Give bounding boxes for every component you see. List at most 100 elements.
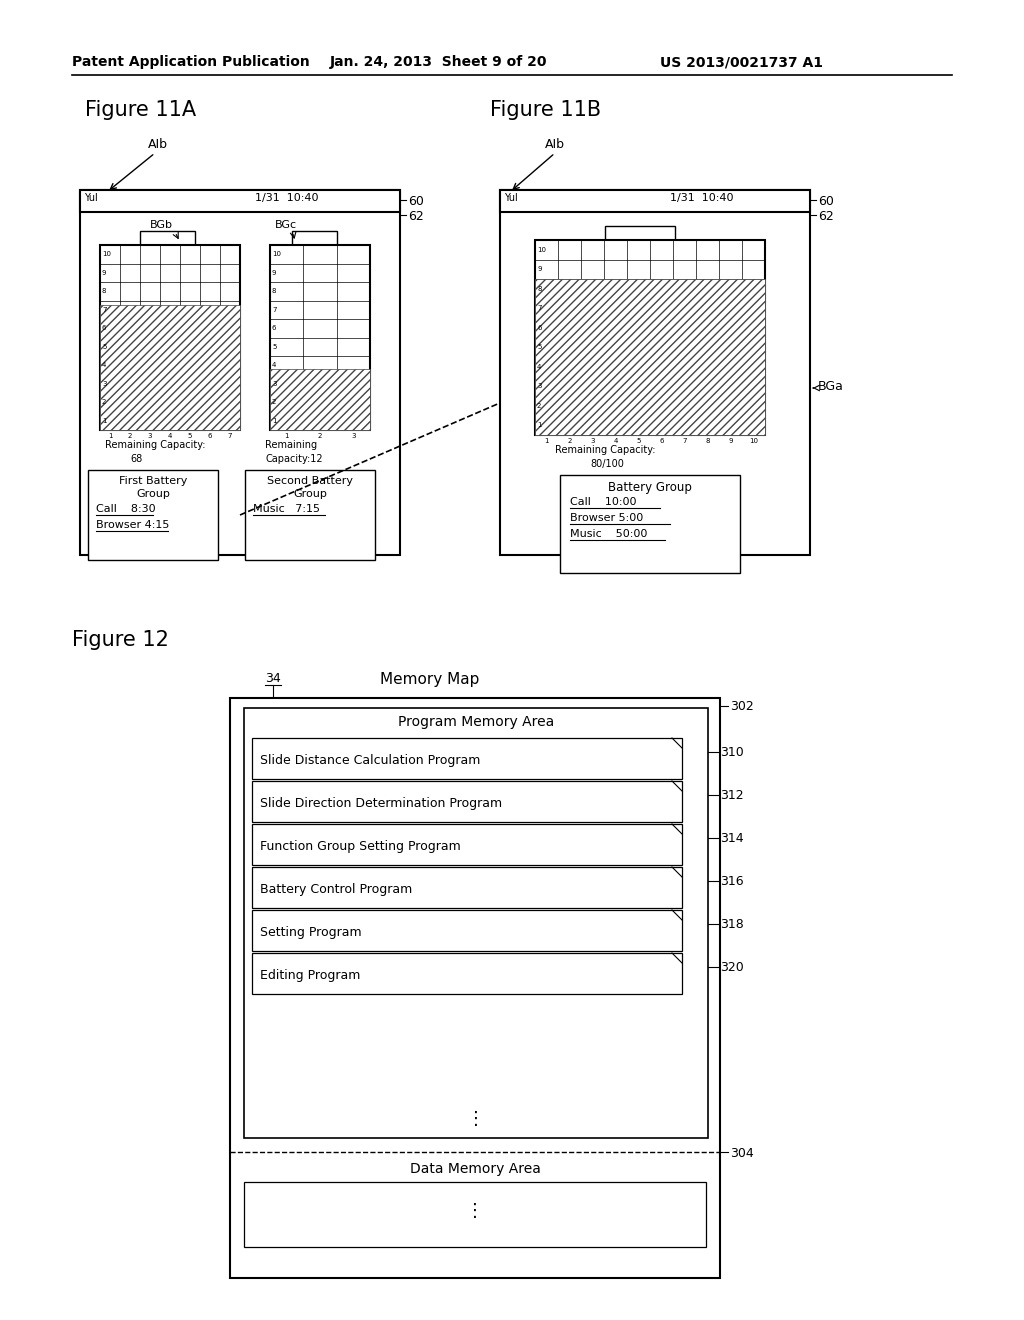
Text: 5: 5 <box>537 345 542 350</box>
Text: Remaining Capacity:: Remaining Capacity: <box>555 445 655 455</box>
Text: 8: 8 <box>272 288 276 294</box>
Text: 304: 304 <box>730 1147 754 1160</box>
Text: 8: 8 <box>537 285 542 292</box>
Text: Remaining Capacity:: Remaining Capacity: <box>105 440 206 450</box>
Bar <box>270 370 370 430</box>
Text: 9: 9 <box>728 438 733 444</box>
Text: 6: 6 <box>659 438 664 444</box>
Text: Browser 4:15: Browser 4:15 <box>96 520 169 531</box>
Text: Group: Group <box>293 488 327 499</box>
Text: 1: 1 <box>544 438 549 444</box>
Bar <box>245 470 375 560</box>
Bar <box>80 190 400 213</box>
Text: Setting Program: Setting Program <box>260 927 361 939</box>
Text: Second Battery: Second Battery <box>267 477 353 486</box>
Text: 5: 5 <box>636 438 641 444</box>
Text: 1: 1 <box>537 422 542 428</box>
Text: 80/100: 80/100 <box>590 459 624 469</box>
Text: Data Memory Area: Data Memory Area <box>410 1162 541 1176</box>
Text: AIb: AIb <box>545 139 565 150</box>
Text: Figure 12: Figure 12 <box>72 630 169 649</box>
Text: First Battery: First Battery <box>119 477 187 486</box>
Text: Figure 11B: Figure 11B <box>490 100 601 120</box>
Text: US 2013/0021737 A1: US 2013/0021737 A1 <box>660 55 823 69</box>
Text: 5: 5 <box>272 343 276 350</box>
Bar <box>252 867 682 908</box>
Text: 62: 62 <box>408 210 424 223</box>
Bar <box>252 909 682 950</box>
Bar <box>605 226 675 240</box>
Text: 3: 3 <box>590 438 595 444</box>
Text: Function Group Setting Program: Function Group Setting Program <box>260 840 461 853</box>
Bar <box>244 1181 706 1247</box>
Bar <box>535 279 765 436</box>
Bar <box>270 246 370 430</box>
Text: 4: 4 <box>613 438 617 444</box>
Text: BGc: BGc <box>275 220 297 230</box>
Text: 8: 8 <box>706 438 710 444</box>
Text: 2: 2 <box>537 403 542 409</box>
Text: 4: 4 <box>168 433 172 440</box>
Text: 34: 34 <box>265 672 281 685</box>
Bar <box>535 240 765 436</box>
Text: 9: 9 <box>537 267 542 272</box>
Text: 7: 7 <box>102 306 106 313</box>
Bar <box>80 190 400 554</box>
Text: ⋮: ⋮ <box>467 1110 485 1129</box>
Text: Capacity:12: Capacity:12 <box>265 454 323 465</box>
Text: 62: 62 <box>818 210 834 223</box>
Text: 4: 4 <box>102 362 106 368</box>
Text: 320: 320 <box>720 961 743 974</box>
Text: 7: 7 <box>682 438 687 444</box>
Text: 2: 2 <box>128 433 132 440</box>
Text: 9: 9 <box>102 269 106 276</box>
Bar <box>140 231 195 246</box>
Text: 10: 10 <box>102 251 111 257</box>
Text: 4: 4 <box>537 364 542 370</box>
Text: 7: 7 <box>227 433 232 440</box>
Bar <box>500 190 810 213</box>
Text: 6: 6 <box>208 433 212 440</box>
Text: 3: 3 <box>351 433 355 440</box>
Text: 9: 9 <box>272 269 276 276</box>
Bar <box>244 708 708 1138</box>
Bar <box>252 738 682 779</box>
Text: 60: 60 <box>818 195 834 209</box>
Text: Jan. 24, 2013  Sheet 9 of 20: Jan. 24, 2013 Sheet 9 of 20 <box>330 55 548 69</box>
Text: Battery Group: Battery Group <box>608 480 692 494</box>
Bar <box>230 698 720 1278</box>
Text: 60: 60 <box>408 195 424 209</box>
Text: 8: 8 <box>102 288 106 294</box>
Bar <box>252 824 682 865</box>
Bar <box>560 475 740 573</box>
Text: 1/31  10:40: 1/31 10:40 <box>255 193 318 203</box>
Text: 4: 4 <box>272 362 276 368</box>
Text: Remaining: Remaining <box>265 440 317 450</box>
Text: 2: 2 <box>317 433 323 440</box>
Text: 1/31  10:40: 1/31 10:40 <box>670 193 733 203</box>
Text: Browser 5:00: Browser 5:00 <box>570 513 643 523</box>
Text: 314: 314 <box>720 832 743 845</box>
Text: 3: 3 <box>272 380 276 387</box>
Text: Slide Distance Calculation Program: Slide Distance Calculation Program <box>260 754 480 767</box>
Text: 7: 7 <box>537 305 542 312</box>
Text: BGb: BGb <box>150 220 173 230</box>
Text: 3: 3 <box>102 380 106 387</box>
Text: Patent Application Publication: Patent Application Publication <box>72 55 309 69</box>
Text: Call    8:30: Call 8:30 <box>96 504 156 513</box>
Bar <box>252 781 682 822</box>
Bar <box>100 246 240 430</box>
Text: Editing Program: Editing Program <box>260 969 360 982</box>
Text: 318: 318 <box>720 917 743 931</box>
Text: 6: 6 <box>102 325 106 331</box>
Text: Group: Group <box>136 488 170 499</box>
Text: Program Memory Area: Program Memory Area <box>398 715 554 729</box>
Text: 5: 5 <box>187 433 193 440</box>
Text: 7: 7 <box>272 306 276 313</box>
Text: Slide Direction Determination Program: Slide Direction Determination Program <box>260 797 502 810</box>
Bar <box>500 190 810 554</box>
Text: 6: 6 <box>537 325 542 331</box>
Text: 1: 1 <box>285 433 289 440</box>
Bar <box>292 231 337 246</box>
Text: 3: 3 <box>537 383 542 389</box>
